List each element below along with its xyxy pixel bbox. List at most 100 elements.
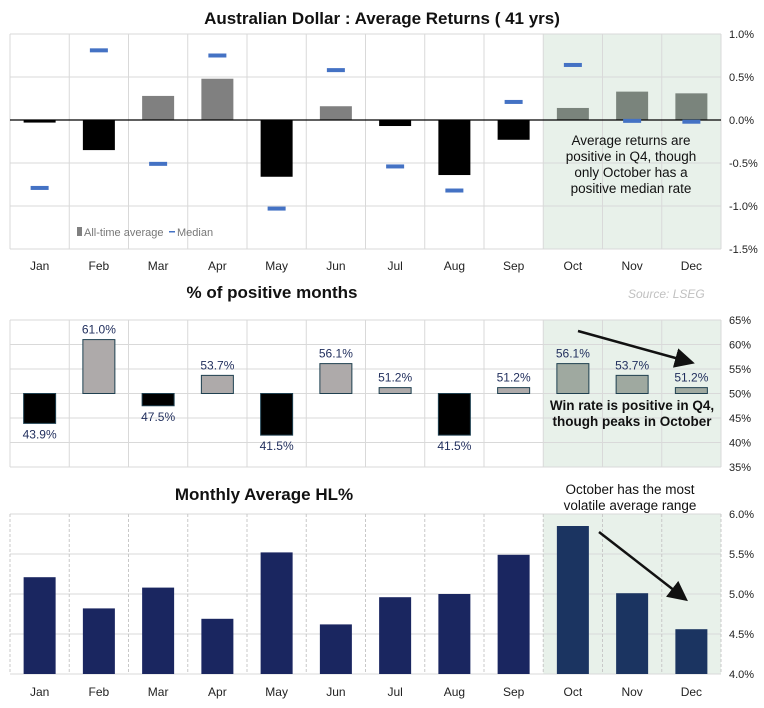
- median-marker: [30, 185, 49, 190]
- y-tick-label: 60%: [729, 340, 751, 352]
- win-rate-bar: [556, 363, 590, 394]
- y-tick-label: 55%: [729, 364, 751, 376]
- median-marker: [149, 161, 168, 166]
- x-tick-label: Dec: [681, 259, 702, 273]
- monthly-hl-chart: Monthly Average HL% 6.0% 5.5% 5.0% 4.5% 4.0% J…: [9, 482, 754, 699]
- average-bar: [82, 120, 115, 151]
- x-tick-label: Oct: [564, 685, 583, 699]
- average-bar: [379, 120, 412, 127]
- average-bar: [260, 120, 293, 177]
- average-bar: [319, 106, 352, 120]
- average-bar: [675, 93, 708, 120]
- annotation-arrow: [598, 531, 688, 602]
- y-tick-label: 4.0%: [729, 669, 754, 681]
- win-rate-bar: [23, 393, 57, 424]
- y-tick-label: 0.5%: [729, 72, 754, 84]
- annotation-text: volatile average range: [564, 498, 697, 513]
- x-tick-label: Jul: [387, 259, 402, 273]
- chart-title: Australian Dollar : Average Returns ( 41…: [204, 9, 560, 28]
- average-bar: [556, 107, 589, 120]
- data-label: 56.1%: [319, 347, 353, 361]
- hl-bar: [379, 597, 412, 674]
- median-marker: [386, 164, 405, 169]
- y-tick-label: 65%: [729, 315, 751, 327]
- data-label: 53.7%: [200, 358, 234, 372]
- win-rate-bar: [378, 387, 412, 394]
- x-tick-label: Feb: [89, 259, 110, 273]
- legend-median-label: Median: [177, 227, 213, 239]
- y-tick-label: 50%: [729, 389, 751, 401]
- y-tick-label: 4.5%: [729, 629, 754, 641]
- average-bar: [616, 91, 649, 120]
- hl-bar: [438, 594, 471, 674]
- x-tick-label: Apr: [208, 685, 227, 699]
- hl-bar: [201, 618, 234, 674]
- y-tick-label: 6.0%: [729, 509, 754, 521]
- legend-average-swatch: [77, 227, 82, 236]
- win-rate-bar: [497, 387, 531, 394]
- hl-bar: [319, 624, 352, 674]
- average-bar: [201, 78, 234, 120]
- y-tick-label: -0.5%: [729, 158, 758, 170]
- y-tick-label: 5.0%: [729, 589, 754, 601]
- average-bar: [23, 120, 56, 123]
- y-tick-label: 40%: [729, 438, 751, 450]
- y-tick-label: -1.5%: [729, 244, 758, 256]
- data-label: 56.1%: [556, 347, 590, 361]
- x-tick-label: Mar: [148, 259, 169, 273]
- win-rate-bar: [141, 393, 175, 407]
- y-tick-label: 1.0%: [729, 29, 754, 41]
- average-bar: [142, 95, 175, 120]
- data-label: 51.2%: [378, 371, 412, 385]
- x-tick-label: Mar: [148, 685, 169, 699]
- data-label: 51.2%: [497, 371, 531, 385]
- median-marker: [89, 48, 108, 53]
- annotation-text: Average returns are: [571, 133, 690, 148]
- hl-bar: [260, 552, 293, 674]
- annotation-arrow: [577, 329, 695, 368]
- x-tick-label: Aug: [444, 259, 465, 273]
- win-rate-bar: [82, 339, 116, 395]
- hl-bar: [675, 629, 708, 674]
- hl-bar: [556, 526, 589, 674]
- source-label: Source: LSEG: [628, 287, 705, 301]
- average-bar: [497, 120, 530, 140]
- x-tick-label: Feb: [89, 685, 110, 699]
- data-label: 61.0%: [82, 323, 116, 337]
- annotation-text: positive in Q4, though: [566, 149, 697, 164]
- q4-highlight: [543, 34, 721, 249]
- hl-bar: [82, 608, 115, 674]
- data-label: 41.5%: [437, 439, 471, 453]
- win-rate-bar: [615, 374, 649, 394]
- win-rate-bar: [200, 374, 234, 394]
- annotation-text: though peaks in October: [552, 414, 712, 429]
- win-rate-bar: [674, 387, 708, 394]
- x-tick-label: Sep: [503, 685, 525, 699]
- x-tick-label: Oct: [564, 259, 583, 273]
- data-label: 51.2%: [674, 371, 708, 385]
- x-tick-label: Jan: [30, 259, 49, 273]
- annotation-text: only October has a: [574, 165, 688, 180]
- average-returns-chart: Australian Dollar : Average Returns ( 41…: [9, 9, 758, 273]
- y-tick-label: 0.0%: [729, 115, 754, 127]
- data-label: 41.5%: [260, 439, 294, 453]
- x-tick-label: Jun: [326, 685, 345, 699]
- x-tick-label: Sep: [503, 259, 525, 273]
- average-bar: [438, 120, 471, 176]
- positive-months-chart: % of positive months Source: LSEG 65% 60% 55…: [9, 283, 751, 474]
- median-marker: [326, 68, 345, 73]
- x-tick-label: Apr: [208, 259, 227, 273]
- legend-average-label: All-time average: [84, 227, 163, 239]
- median-marker: [504, 99, 523, 104]
- x-tick-label: May: [265, 685, 288, 699]
- median-marker: [563, 62, 582, 67]
- annotation-text: October has the most: [565, 482, 694, 497]
- y-tick-label: 5.5%: [729, 549, 754, 561]
- hl-bar: [23, 577, 56, 674]
- annotation-text: Win rate is positive in Q4,: [550, 398, 714, 413]
- y-tick-label: 45%: [729, 413, 751, 425]
- chart-title: % of positive months: [187, 283, 358, 302]
- x-tick-label: May: [265, 259, 288, 273]
- median-marker: [208, 53, 227, 58]
- win-rate-bar: [437, 393, 471, 436]
